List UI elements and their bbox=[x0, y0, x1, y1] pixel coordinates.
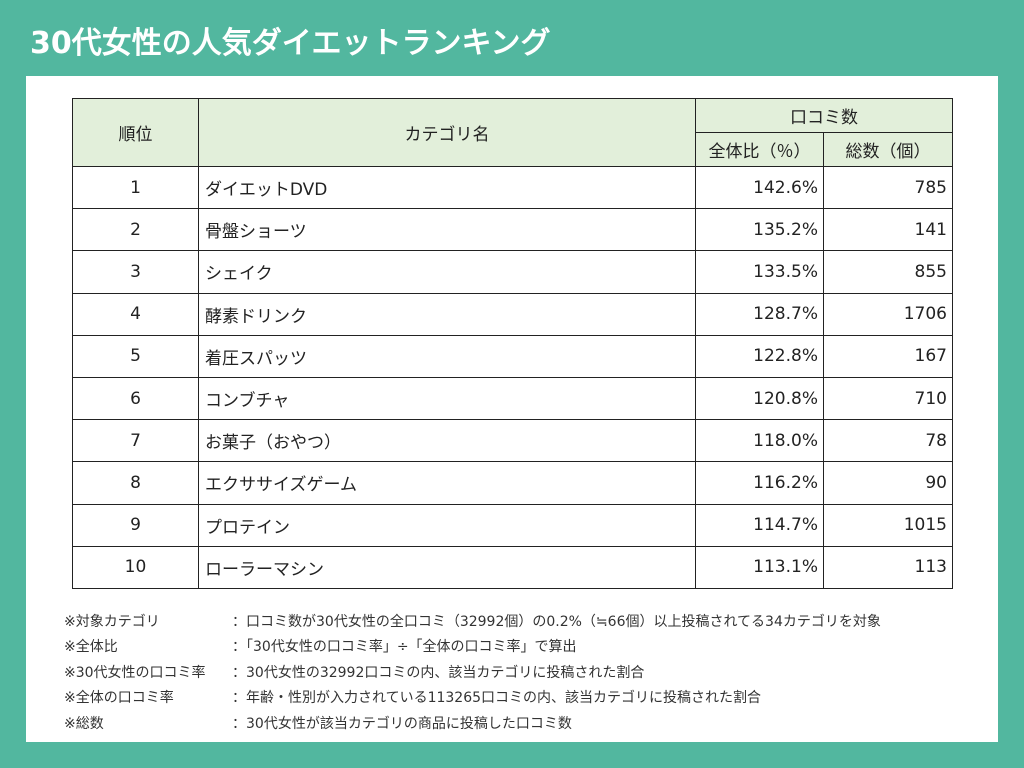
category-cell: コンブチャ bbox=[198, 376, 696, 421]
footnote-key: ※総数 bbox=[64, 715, 104, 732]
rank-cell: 1 bbox=[72, 165, 199, 210]
table-row: 8 エクササイズゲーム 116.2% 90 bbox=[72, 461, 953, 505]
category-cell: お菓子（おやつ） bbox=[198, 419, 696, 463]
table-row: 3 シェイク 133.5% 855 bbox=[72, 250, 953, 294]
ratio-cell: 120.8% bbox=[695, 376, 824, 421]
header-reviews-group: 口コミ数 bbox=[695, 98, 953, 133]
footnote-value: ：30代女性の32992口コミの内、該当カテゴリに投稿された割合 bbox=[232, 664, 645, 681]
rank-cell: 10 bbox=[72, 545, 199, 589]
rank-cell: 4 bbox=[72, 292, 199, 336]
total-cell: 167 bbox=[823, 334, 953, 378]
ranking-table: 順位 カテゴリ名 口コミ数 全体比（％） 総数（個） 1 ダイエットDVD 142.… bbox=[72, 98, 953, 589]
ratio-cell: 114.7% bbox=[695, 503, 824, 547]
footnote-row: ※全体比 ：「30代女性の口コミ率」÷「全体の口コミ率」で算出 bbox=[64, 634, 881, 660]
footnote-value: ：「30代女性の口コミ率」÷「全体の口コミ率」で算出 bbox=[232, 639, 577, 656]
footnote-value: ：口コミ数が30代女性の全口コミ（32992個）の0.2%（≒66個）以上投稿さ… bbox=[232, 613, 881, 630]
content-panel: 順位 カテゴリ名 口コミ数 全体比（％） 総数（個） 1 ダイエットDVD 142.… bbox=[26, 76, 998, 742]
table-row: 1 ダイエットDVD 142.6% 785 bbox=[72, 165, 953, 210]
page-title: 30代女性の人気ダイエットランキング bbox=[30, 26, 551, 61]
table-row: 4 酵素ドリンク 128.7% 1706 bbox=[72, 292, 953, 336]
footnote-row: ※総数 ：30代女性が該当カテゴリの商品に投稿した口コミ数 bbox=[64, 710, 881, 736]
header-ratio: 全体比（％） bbox=[695, 132, 824, 167]
ratio-cell: 133.5% bbox=[695, 250, 824, 294]
footnote-value: ：年齢・性別が入力されている113265口コミの内、該当カテゴリに投稿された割合 bbox=[232, 690, 762, 707]
category-cell: プロテイン bbox=[198, 503, 696, 547]
rank-cell: 8 bbox=[72, 461, 199, 505]
total-cell: 113 bbox=[823, 545, 953, 589]
rank-cell: 2 bbox=[72, 208, 199, 252]
total-cell: 1015 bbox=[823, 503, 953, 547]
header-category: カテゴリ名 bbox=[198, 98, 696, 167]
total-cell: 78 bbox=[823, 419, 953, 463]
table-row: 5 着圧スパッツ 122.8% 167 bbox=[72, 334, 953, 378]
category-cell: シェイク bbox=[198, 250, 696, 294]
table-row: 2 骨盤ショーツ 135.2% 141 bbox=[72, 208, 953, 252]
table-row: 10 ローラーマシン 113.1% 113 bbox=[72, 545, 953, 589]
table-body: 1 ダイエットDVD 142.6% 785 2 骨盤ショーツ 135.2% 141 3 シェイク 1… bbox=[72, 165, 953, 589]
table-row: 6 コンブチャ 120.8% 710 bbox=[72, 376, 953, 421]
ratio-cell: 122.8% bbox=[695, 334, 824, 378]
category-cell: 骨盤ショーツ bbox=[198, 208, 696, 252]
rank-cell: 9 bbox=[72, 503, 199, 547]
footnote-key: ※対象カテゴリ bbox=[64, 613, 160, 630]
category-cell: ダイエットDVD bbox=[198, 165, 696, 210]
footnote-row: ※対象カテゴリ ：口コミ数が30代女性の全口コミ（32992個）の0.2%（≒66… bbox=[64, 608, 881, 634]
rank-cell: 6 bbox=[72, 376, 199, 421]
rank-cell: 7 bbox=[72, 419, 199, 463]
header-total: 総数（個） bbox=[823, 132, 953, 167]
rank-cell: 3 bbox=[72, 250, 199, 294]
rank-cell: 5 bbox=[72, 334, 199, 378]
category-cell: 酵素ドリンク bbox=[198, 292, 696, 336]
table-row: 7 お菓子（おやつ） 118.0% 78 bbox=[72, 419, 953, 463]
footnote-key: ※30代女性の口コミ率 bbox=[64, 664, 206, 681]
total-cell: 90 bbox=[823, 461, 953, 505]
ratio-cell: 118.0% bbox=[695, 419, 824, 463]
total-cell: 855 bbox=[823, 250, 953, 294]
footnote-key: ※全体の口コミ率 bbox=[64, 690, 174, 707]
total-cell: 141 bbox=[823, 208, 953, 252]
ratio-cell: 113.1% bbox=[695, 545, 824, 589]
total-cell: 785 bbox=[823, 165, 953, 210]
table-row: 9 プロテイン 114.7% 1015 bbox=[72, 503, 953, 547]
footnote-value: ：30代女性が該当カテゴリの商品に投稿した口コミ数 bbox=[232, 715, 572, 732]
ratio-cell: 128.7% bbox=[695, 292, 824, 336]
category-cell: ローラーマシン bbox=[198, 545, 696, 589]
footnote-row: ※全体の口コミ率 ：年齢・性別が入力されている113265口コミの内、該当カテゴリ… bbox=[64, 685, 881, 711]
category-cell: エクササイズゲーム bbox=[198, 461, 696, 505]
category-cell: 着圧スパッツ bbox=[198, 334, 696, 378]
total-cell: 1706 bbox=[823, 292, 953, 336]
header-rank: 順位 bbox=[72, 98, 199, 167]
footnote-row: ※30代女性の口コミ率 ：30代女性の32992口コミの内、該当カテゴリに投稿され… bbox=[64, 659, 881, 685]
ratio-cell: 116.2% bbox=[695, 461, 824, 505]
total-cell: 710 bbox=[823, 376, 953, 421]
ratio-cell: 142.6% bbox=[695, 165, 824, 210]
ratio-cell: 135.2% bbox=[695, 208, 824, 252]
footnote-key: ※全体比 bbox=[64, 639, 118, 656]
footnotes: ※対象カテゴリ ：口コミ数が30代女性の全口コミ（32992個）の0.2%（≒66… bbox=[64, 608, 881, 736]
